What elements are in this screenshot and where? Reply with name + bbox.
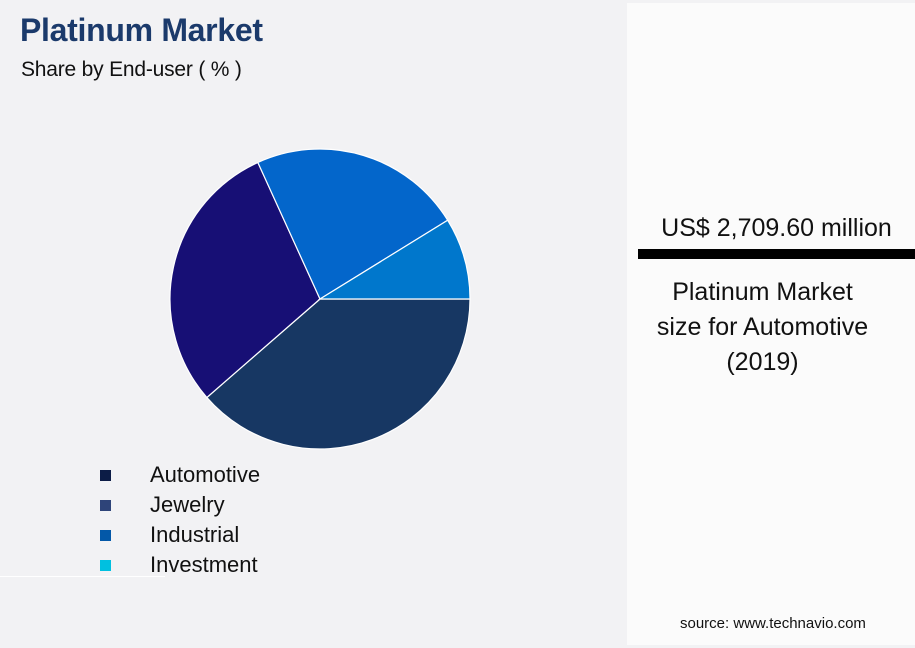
chart-legend: Automotive Jewelry Industrial Investment <box>100 460 260 580</box>
kpi-caption-line: (2019) <box>726 348 799 376</box>
kpi-caption-line: size for Automotive <box>656 313 869 341</box>
legend-label: Investment <box>150 552 258 577</box>
pie-slice-industrial <box>257 148 449 300</box>
chart-title: Platinum Market <box>20 12 263 48</box>
pie-chart-svg <box>169 148 471 450</box>
kpi-panel <box>627 3 915 645</box>
legend-swatch-industrial <box>100 529 111 541</box>
kpi-value: US$ 2,709.60 million <box>661 214 892 242</box>
source-credit: source: www.technavio.com <box>680 615 866 632</box>
legend-swatch-automotive <box>100 469 111 481</box>
legend-item-industrial: Industrial <box>100 520 239 550</box>
pie-chart <box>168 147 472 451</box>
legend-item-jewelry: Jewelry <box>100 490 225 520</box>
pie-slice-investment <box>317 219 471 300</box>
legend-swatch-investment <box>100 559 111 571</box>
legend-label: Automotive <box>150 462 261 487</box>
kpi-caption: Platinum Market size for Automotive (201… <box>630 275 895 380</box>
legend-item-automotive: Automotive <box>100 460 260 490</box>
divider <box>0 576 165 577</box>
kpi-caption-line: Platinum Market <box>672 278 853 306</box>
pie-slice-jewelry <box>169 161 321 399</box>
kpi-divider-bar <box>638 249 915 259</box>
pie-slice-automotive <box>206 298 471 450</box>
legend-label: Jewelry <box>150 492 225 517</box>
legend-item-investment: Investment <box>100 550 258 580</box>
legend-swatch-jewelry <box>100 499 111 511</box>
chart-subtitle: Share by End-user ( % ) <box>21 58 242 81</box>
legend-label: Industrial <box>150 522 240 547</box>
